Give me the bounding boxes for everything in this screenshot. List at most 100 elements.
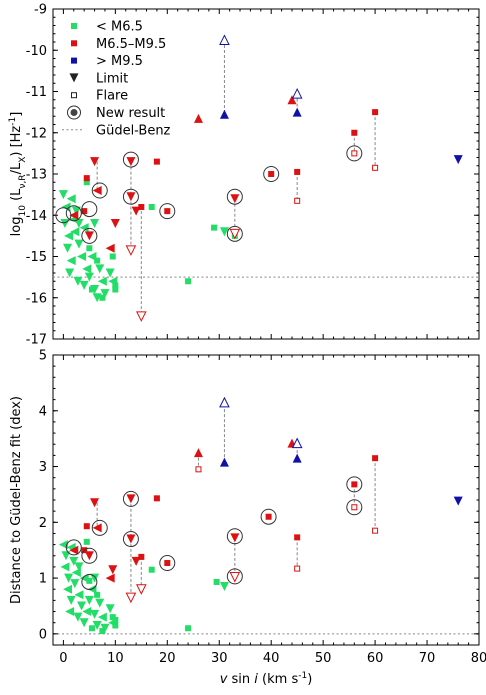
data-point [136, 311, 147, 322]
x-tick-label: 60 [367, 651, 384, 666]
y-tick-label: -13 [26, 168, 47, 183]
data-point [138, 204, 145, 210]
data-point [63, 584, 73, 594]
data-point [105, 604, 115, 614]
data-point [112, 282, 119, 289]
data-point [74, 590, 84, 600]
data-point [69, 545, 79, 555]
y-tick-label: -15 [26, 250, 47, 265]
data-point [211, 224, 218, 231]
legend-marker [70, 109, 78, 116]
legend-label: New result [96, 106, 165, 121]
data-point [291, 87, 303, 99]
legend-label: Güdel-Benz [96, 123, 171, 138]
legend-label: Flare [96, 89, 128, 104]
new-result-circle [81, 227, 98, 244]
data-point [195, 466, 202, 473]
data-point [229, 228, 241, 240]
data-point [148, 566, 155, 573]
new-result-circle [226, 188, 243, 205]
legend-item: Güdel-Benz [62, 123, 171, 138]
data-point [58, 190, 68, 200]
data-point [351, 481, 358, 488]
new-result-circle [159, 203, 176, 220]
data-point [287, 95, 297, 105]
new-result-circle [226, 568, 243, 585]
data-point [83, 175, 90, 182]
data-point [63, 243, 73, 253]
data-point [109, 253, 116, 260]
new-result-circle [346, 476, 363, 493]
data-point [213, 578, 220, 585]
legend-marker [69, 73, 79, 83]
data-point [112, 616, 119, 623]
legend-item: > M9.5 [71, 54, 143, 69]
data-point [61, 551, 71, 561]
data-point [64, 573, 74, 583]
y-tick-label: -11 [26, 85, 47, 100]
new-result-circle [122, 188, 139, 205]
data-point [94, 591, 101, 598]
data-point [294, 565, 301, 572]
new-result-circle [122, 151, 139, 168]
new-result-circle [263, 166, 280, 182]
new-result-circle [81, 573, 98, 590]
data-point [136, 584, 147, 595]
data-point [372, 109, 379, 116]
data-point [86, 245, 93, 252]
y-tick-label: -10 [26, 44, 47, 59]
data-point [64, 231, 74, 241]
legend-marker [71, 57, 77, 64]
data-point [265, 513, 272, 520]
data-point [79, 618, 89, 628]
new-result-circle [122, 490, 139, 507]
new-result-circle [65, 539, 82, 556]
data-point [105, 573, 115, 583]
legend-label: M6.5–M9.5 [96, 37, 166, 52]
y-tick-label: -16 [26, 291, 47, 306]
data-point [94, 257, 101, 264]
data-point [84, 551, 94, 561]
legend-item: < M6.5 [71, 20, 143, 35]
data-point [83, 179, 90, 186]
data-point [292, 107, 302, 117]
data-point [230, 533, 240, 543]
data-point [112, 286, 119, 293]
data-point [153, 495, 160, 502]
data-point [95, 264, 105, 274]
data-point [97, 612, 107, 622]
legend-marker [71, 92, 77, 99]
data-point [294, 168, 301, 175]
data-point [294, 534, 301, 541]
data-point [112, 622, 119, 629]
data-point [90, 157, 100, 167]
data-point [219, 457, 229, 467]
data-point [100, 289, 110, 299]
data-point [105, 243, 115, 253]
y-axis-label: Distance to Güdel-Benz fit (dex) [9, 396, 24, 604]
data-point [90, 573, 100, 583]
data-point [86, 577, 93, 584]
top-panel: -17 -16 -15 -14 -13 -12 -11 -10 -9 log10 (Lν,R/LX… [8, 3, 480, 348]
data-point [193, 448, 203, 458]
y-tick-label: -14 [26, 209, 47, 224]
data-point [74, 219, 84, 228]
data-point [125, 245, 137, 256]
data-point [153, 158, 160, 165]
data-point [74, 239, 84, 249]
data-point [66, 256, 76, 266]
data-point [84, 272, 94, 282]
legend-marker [71, 40, 77, 47]
new-result-circle [55, 207, 72, 224]
x-tick-label: 30 [211, 651, 228, 666]
data-point [83, 523, 90, 530]
data-point [73, 612, 83, 622]
y-tick-label: 5 [39, 349, 47, 364]
data-point [70, 579, 80, 589]
data-point [84, 231, 94, 241]
new-result-circle [346, 145, 363, 162]
data-point [351, 504, 358, 511]
data-point [185, 278, 192, 285]
data-point [92, 186, 102, 195]
y-tick-label: 1 [39, 572, 47, 587]
